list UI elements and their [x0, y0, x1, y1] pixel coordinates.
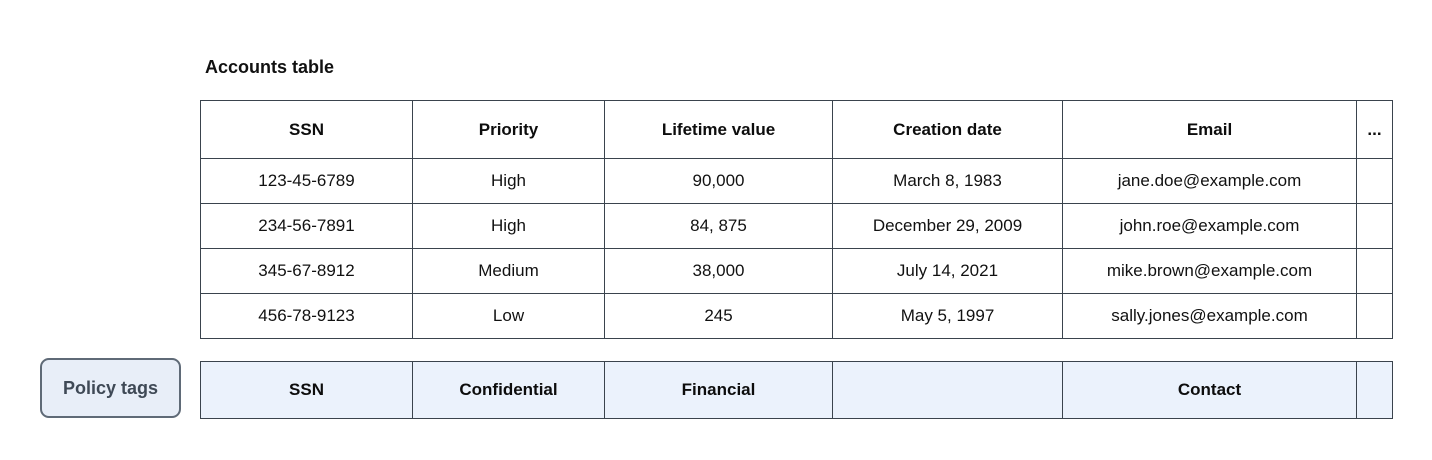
table-cell	[1356, 293, 1393, 339]
column-header: ...	[1356, 100, 1393, 159]
policy-tag-cell: SSN	[200, 361, 413, 419]
accounts-table: SSN Priority Lifetime value Creation date Em…	[200, 100, 1393, 339]
table-cell	[1356, 248, 1393, 294]
table-cell: 38,000	[604, 248, 833, 294]
policy-tag-cell: Financial	[604, 361, 833, 419]
table-cell: Medium	[412, 248, 605, 294]
table-row: 456-78-9123 Low 245 May 5, 1997 sally.jones@…	[200, 293, 1393, 339]
column-header: SSN	[200, 100, 413, 159]
column-header: Creation date	[832, 100, 1063, 159]
table-cell: 245	[604, 293, 833, 339]
table-cell: mike.brown@example.com	[1062, 248, 1357, 294]
column-header: Email	[1062, 100, 1357, 159]
policy-tags-cells: SSN Confidential Financial Contact	[200, 361, 1393, 419]
table-cell: 456-78-9123	[200, 293, 413, 339]
policy-tags-button[interactable]: Policy tags	[40, 358, 181, 418]
table-cell: May 5, 1997	[832, 293, 1063, 339]
table-cell: July 14, 2021	[832, 248, 1063, 294]
table-cell: 84, 875	[604, 203, 833, 249]
table-cell: john.roe@example.com	[1062, 203, 1357, 249]
table-cell: 90,000	[604, 158, 833, 204]
accounts-table-header-row: SSN Priority Lifetime value Creation date Em…	[200, 100, 1393, 159]
policy-tag-cell: Contact	[1062, 361, 1357, 419]
accounts-table-body: 123-45-6789 High 90,000 March 8, 1983 jane.d…	[200, 158, 1393, 339]
table-cell: High	[412, 203, 605, 249]
table-row: 345-67-8912 Medium 38,000 July 14, 2021 mike…	[200, 248, 1393, 294]
table-cell	[1356, 203, 1393, 249]
table-cell: December 29, 2009	[832, 203, 1063, 249]
column-header: Priority	[412, 100, 605, 159]
table-cell: 234-56-7891	[200, 203, 413, 249]
table-cell: sally.jones@example.com	[1062, 293, 1357, 339]
table-cell	[1356, 158, 1393, 204]
table-row: 234-56-7891 High 84, 875 December 29, 2009 j…	[200, 203, 1393, 249]
table-cell: March 8, 1983	[832, 158, 1063, 204]
table-row: 123-45-6789 High 90,000 March 8, 1983 jane.d…	[200, 158, 1393, 204]
table-cell: High	[412, 158, 605, 204]
table-cell: 123-45-6789	[200, 158, 413, 204]
accounts-table-title: Accounts table	[205, 57, 335, 77]
table-cell: jane.doe@example.com	[1062, 158, 1357, 204]
policy-tags-row: SSN Confidential Financial Contact	[200, 361, 1393, 419]
table-cell: 345-67-8912	[200, 248, 413, 294]
column-header: Lifetime value	[604, 100, 833, 159]
policy-tag-cell-empty	[1356, 361, 1393, 419]
table-cell: Low	[412, 293, 605, 339]
policy-tag-cell-empty	[832, 361, 1063, 419]
policy-tag-cell: Confidential	[412, 361, 605, 419]
